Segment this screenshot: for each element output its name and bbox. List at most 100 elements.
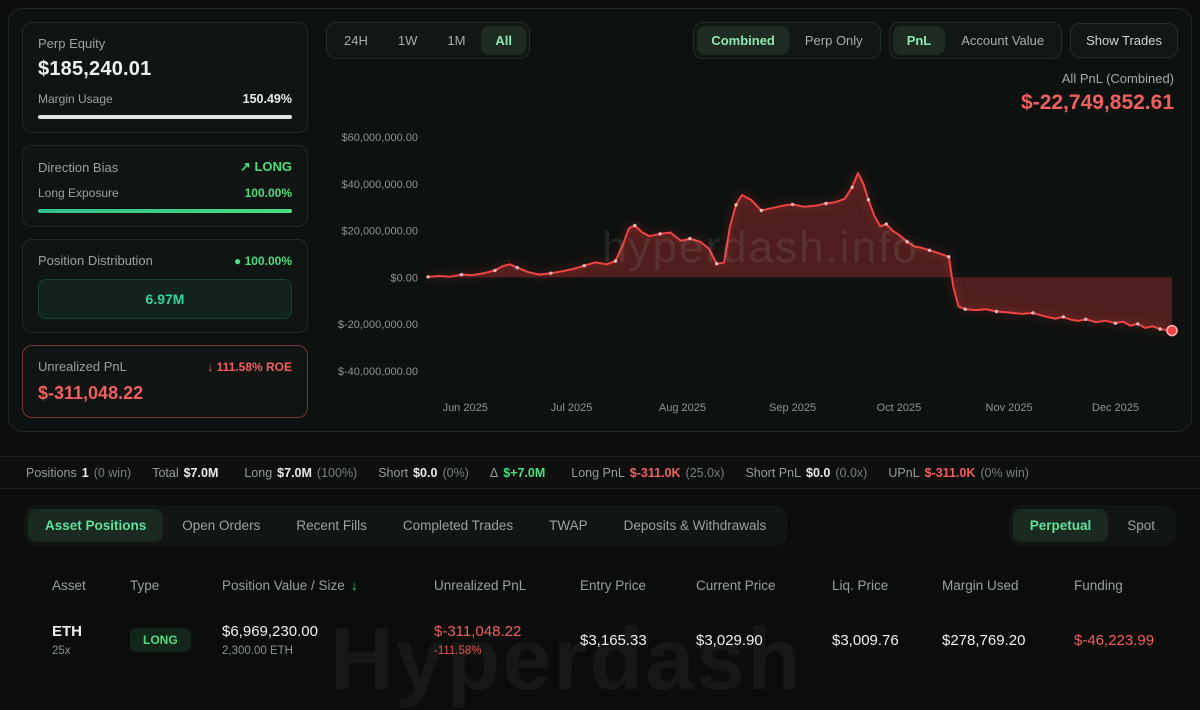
data-point-marker (582, 264, 586, 268)
cell-position-value: $6,969,230.00 2,300.00 ETH (222, 623, 434, 657)
data-point-marker (549, 271, 553, 275)
position-distribution-value: ● 100.00% (234, 253, 292, 268)
tab-open-orders[interactable]: Open Orders (165, 509, 277, 542)
tab-deposits-withdrawals[interactable]: Deposits & Withdrawals (607, 509, 784, 542)
col-funding[interactable]: Funding (1074, 578, 1123, 593)
x-axis-tick-label: Dec 2025 (1092, 402, 1139, 414)
pnl-area-fill (428, 173, 1172, 331)
data-point-marker (963, 307, 967, 311)
mode-combined-button[interactable]: Combined (697, 26, 789, 55)
positions-tab-group: Asset Positions Open Orders Recent Fills… (24, 505, 788, 546)
x-axis-tick-label: Aug 2025 (659, 402, 706, 414)
cell-current-price: $3,029.90 (696, 631, 763, 649)
data-point-marker (824, 201, 828, 206)
data-point-marker (884, 222, 888, 226)
col-asset: Asset (52, 578, 86, 593)
data-point-marker (613, 259, 618, 263)
tab-asset-positions[interactable]: Asset Positions (28, 509, 164, 542)
data-point-marker (1158, 327, 1162, 331)
data-point-marker (994, 309, 999, 314)
asset-symbol: ETH (52, 623, 82, 640)
time-range-1m[interactable]: 1M (433, 26, 479, 55)
data-point-marker (759, 208, 763, 213)
pnl-chart: $60,000,000.00 $40,000,000.00 $20,000,000.… (338, 132, 1178, 414)
data-point-marker (850, 185, 854, 189)
table-row[interactable]: ETH 25x LONG $6,969,230.00 2,300.00 ETH … (52, 609, 1176, 671)
data-point-marker (927, 248, 932, 252)
data-point-marker (688, 236, 692, 241)
time-range-24h[interactable]: 24H (330, 26, 382, 55)
tab-recent-fills[interactable]: Recent Fills (279, 509, 384, 542)
data-point-marker (493, 268, 497, 273)
time-range-all[interactable]: All (481, 26, 527, 55)
position-distribution-card: Position Distribution ● 100.00% 6.97M (22, 239, 308, 333)
position-bucket[interactable]: 6.97M (38, 279, 292, 319)
market-toggle-group: Perpetual Spot (1008, 505, 1176, 546)
sort-desc-icon[interactable]: ↓ (350, 578, 358, 593)
x-axis-tick-label: Jun 2025 (443, 402, 488, 414)
y-axis-tick-label: $60,000,000.00 (342, 132, 418, 144)
pnl-header: All PnL (Combined) $-22,749,852.61 (326, 71, 1178, 115)
perp-equity-value: $185,240.01 (38, 58, 152, 80)
col-type: Type (130, 578, 160, 593)
unrealized-pnl-label: Unrealized PnL (38, 359, 127, 374)
col-liq-price[interactable]: Liq. Price (832, 578, 889, 593)
unrealized-pnl: $-311,048.22 (434, 623, 522, 640)
time-range-1w[interactable]: 1W (384, 26, 432, 55)
show-trades-button[interactable]: Show Trades (1070, 23, 1178, 58)
stat-long-pnl: Long PnL $-311.0K (25.0x) (571, 465, 725, 480)
col-current-price[interactable]: Current Price (696, 578, 776, 593)
position-bucket-value: 6.97M (145, 291, 185, 307)
y-axis-tick-label: $0.00 (390, 272, 418, 284)
data-point-marker (515, 265, 519, 270)
data-point-marker (1031, 311, 1035, 315)
y-axis-tick-label: $20,000,000.00 (342, 226, 418, 238)
data-point-marker (905, 240, 909, 244)
perp-equity-label: Perp Equity (38, 36, 106, 51)
unrealized-pnl-value: $-311,048.22 (38, 383, 144, 403)
cell-funding: $-46,223.99 (1074, 631, 1155, 649)
unrealized-roe: ↓ 111.58% ROE (207, 359, 292, 374)
overview-panel: Perp Equity $185,240.01 Margin Usage 150… (8, 8, 1192, 432)
data-point-marker (1061, 315, 1066, 319)
positions-table-header: Asset Type Position Value / Size ↓ Unreal… (52, 566, 1176, 609)
metric-account-value-button[interactable]: Account Value (947, 26, 1058, 55)
tab-perpetual[interactable]: Perpetual (1012, 509, 1109, 542)
x-axis-tick-label: Jul 2025 (551, 402, 593, 414)
cell-margin-used: $278,769.20 (942, 631, 1026, 649)
pnl-line (427, 172, 1173, 332)
trend-up-icon: ↗ (239, 159, 251, 174)
stat-long: Long $7.0M (100%) (244, 465, 358, 480)
asset-leverage: 25x (52, 645, 71, 657)
data-point-marker (1084, 317, 1088, 321)
metric-pnl-button[interactable]: PnL (892, 26, 946, 55)
tab-spot[interactable]: Spot (1110, 509, 1172, 542)
data-point-marker (790, 202, 795, 207)
chart-controls: 24H 1W 1M All Combined Perp Only PnL Acc… (326, 22, 1178, 59)
col-position-value[interactable]: Position Value / Size ↓ (222, 578, 358, 593)
x-axis-tick-label: Oct 2025 (877, 402, 922, 414)
long-exposure-value: 100.00% (244, 186, 292, 200)
stat-total: Total $7.0M (152, 465, 219, 480)
margin-usage-value: 150.49% (242, 92, 292, 106)
data-point-marker (947, 255, 951, 259)
positions-stats-bar: Positions 1 (0 win) Total $7.0M Long $7.0M (1… (0, 456, 1200, 489)
y-axis-tick-label: $-20,000,000.00 (338, 319, 418, 331)
cell-unrealized-pnl: $-311,048.22 -111.58% (434, 623, 580, 657)
mode-perp-only-button[interactable]: Perp Only (791, 26, 877, 55)
col-unrealized-pnl[interactable]: Unrealized PnL (434, 578, 527, 593)
unrealized-pnl-pct: -111.58% (434, 645, 482, 657)
stat-upnl: UPnL $-311.0K (0% win) (888, 465, 1029, 480)
last-point-marker (1166, 324, 1178, 337)
tab-twap[interactable]: TWAP (532, 509, 605, 542)
cell-asset: ETH 25x (52, 623, 130, 657)
tab-completed-trades[interactable]: Completed Trades (386, 509, 530, 542)
perp-equity-card: Perp Equity $185,240.01 Margin Usage 150… (22, 22, 308, 133)
arrow-down-icon: ↓ (207, 359, 214, 374)
stat-positions: Positions 1 (0 win) (26, 465, 132, 480)
data-point-marker (1136, 322, 1140, 326)
position-size: 2,300.00 ETH (222, 645, 293, 657)
col-entry-price[interactable]: Entry Price (580, 578, 647, 593)
col-margin-used[interactable]: Margin Used (942, 578, 1019, 593)
long-exposure-bar (38, 209, 292, 213)
